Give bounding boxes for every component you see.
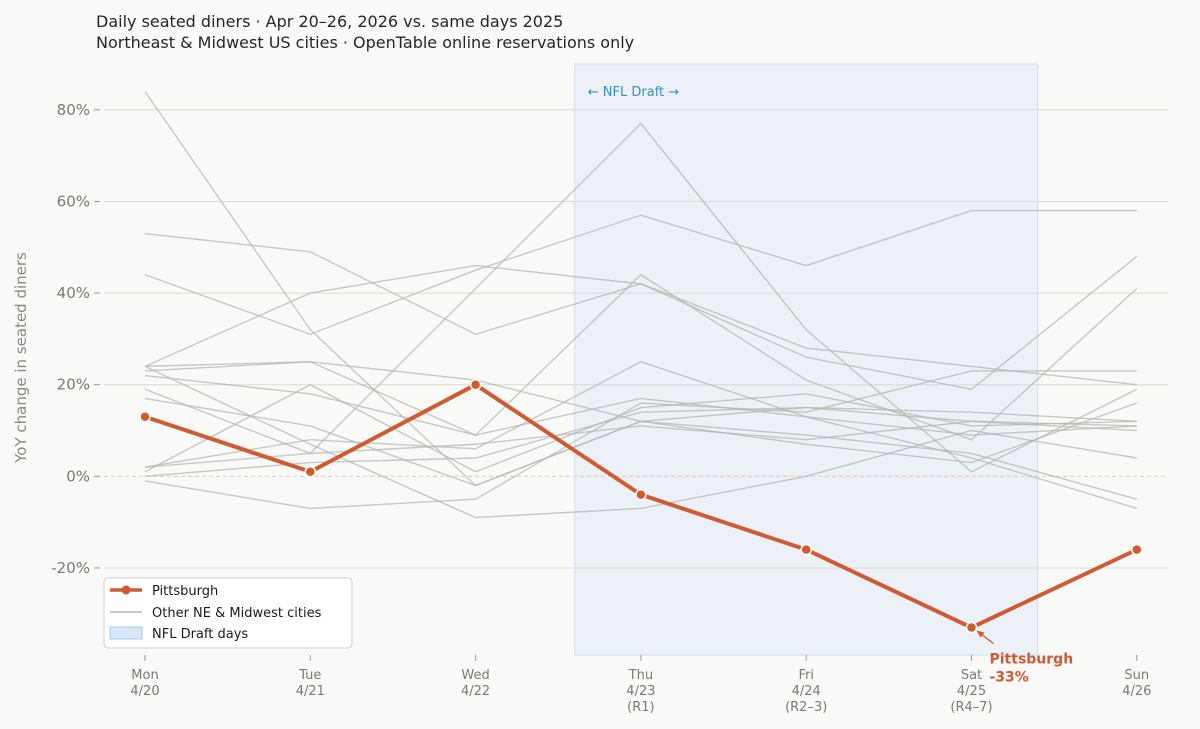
legend: Pittsburgh Other NE & Midwest cities NFL D…	[103, 577, 353, 649]
y-tick-label: 40%	[57, 284, 90, 302]
y-tick-label: -20%	[51, 559, 90, 577]
nfl-draft-band	[574, 63, 1039, 656]
legend-band-label: NFL Draft days	[152, 627, 248, 642]
other-city-line	[144, 361, 1138, 510]
annotation-city: Pittsburgh	[990, 652, 1074, 668]
y-tick-label: 20%	[57, 376, 90, 394]
x-tick-label: Sat 4/25 (R4–7)	[950, 668, 992, 715]
pittsburgh-point	[139, 411, 151, 423]
other-city-line	[144, 397, 1138, 487]
nfl-draft-band-label: ← NFL Draft →	[588, 85, 680, 100]
other-city-line	[144, 273, 1138, 441]
other-city-line	[144, 370, 1137, 510]
pittsburgh-point	[469, 378, 482, 391]
other-city-line	[144, 383, 1137, 473]
y-tick-label: 60%	[57, 192, 90, 210]
x-tick-label: Tue 4/21	[296, 668, 325, 699]
x-tick-label: Wed 4/22	[461, 668, 490, 699]
annotation-value: -33%	[990, 670, 1029, 686]
other-city-line	[144, 420, 1137, 468]
x-tick-label: Mon 4/20	[130, 668, 159, 699]
other-city-line	[144, 209, 1137, 336]
y-axis-label: YoY change in seated diners	[12, 252, 30, 464]
other-city-line	[144, 406, 1137, 478]
other-city-line	[144, 255, 1138, 391]
y-tick-label: 80%	[57, 101, 90, 119]
legend-band-swatch	[109, 626, 143, 640]
annotation-arrowhead	[976, 630, 985, 638]
other-city-line	[144, 365, 1137, 519]
legend-others-label: Other NE & Midwest cities	[152, 606, 322, 621]
pittsburgh-point	[1131, 543, 1143, 556]
chart-title: Daily seated diners · Apr 20–26, 2026 vs…	[96, 12, 563, 31]
y-tick-label: 0%	[66, 467, 90, 485]
legend-box	[103, 577, 353, 649]
pittsburgh-point	[635, 488, 647, 501]
x-tick-label: Thu 4/23 (R1)	[626, 668, 655, 715]
x-tick-label: Fri 4/24 (R2–3)	[785, 668, 827, 715]
plot-area: ← NFL Draft → -20% 0% 20% 40% 60% 80% YoY chang…	[12, 63, 1168, 715]
x-tick-label: Sun 4/26	[1122, 668, 1151, 699]
pittsburgh-point	[800, 543, 812, 556]
chart-subtitle: Northeast & Midwest US cities · OpenTabl…	[96, 33, 634, 52]
legend-pittsburgh-marker	[121, 585, 131, 595]
pittsburgh-point	[304, 465, 317, 478]
legend-pittsburgh-label: Pittsburgh	[152, 584, 218, 599]
pittsburgh-point	[965, 621, 978, 634]
